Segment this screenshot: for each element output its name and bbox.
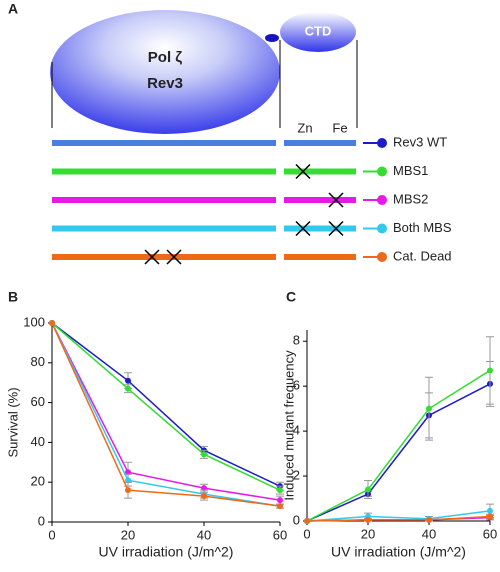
y-tick-label: 40 <box>31 434 45 449</box>
series-line <box>51 322 281 507</box>
data-point <box>277 497 283 504</box>
x-tick-label: 0 <box>303 526 310 541</box>
y-tick-label: 2 <box>293 467 300 482</box>
panel-label: C <box>286 289 296 305</box>
legend-marker <box>377 138 387 148</box>
legend-marker <box>377 223 387 234</box>
pol-zeta-domain <box>50 10 280 134</box>
data-point <box>426 516 432 523</box>
data-point <box>487 367 493 374</box>
x-tick-label: 20 <box>121 527 135 542</box>
y-axis-label: Induced mutant frequency <box>281 350 296 501</box>
x-tick-label: 0 <box>48 527 55 542</box>
mutation-cross <box>295 220 311 237</box>
legend-label: Both MBS <box>393 220 452 235</box>
domain-name: Pol ζ <box>148 49 183 66</box>
series-line <box>51 322 281 491</box>
data-point <box>365 486 371 493</box>
legend-marker <box>377 195 387 205</box>
series-line <box>306 515 491 522</box>
x-axis-label: UV irradiation (J/m^2) <box>331 544 466 560</box>
ctd-label: CTD <box>305 23 332 38</box>
panel-label: A <box>8 1 18 17</box>
series-line <box>306 510 491 522</box>
x-axis-label: UV irradiation (J/m^2) <box>99 544 234 560</box>
fe-label: Fe <box>332 120 347 135</box>
zn-label: Zn <box>297 120 312 135</box>
data-point <box>201 493 207 500</box>
y-tick-label: 80 <box>31 354 45 369</box>
mutation-cross <box>328 192 344 208</box>
legend-label: MBS1 <box>393 163 428 178</box>
legend-marker <box>377 252 387 262</box>
series-line <box>51 322 281 487</box>
data-point <box>125 385 131 392</box>
linker <box>265 34 279 42</box>
panel-label: B <box>8 289 18 305</box>
y-tick-label: 0 <box>38 513 45 528</box>
x-tick-label: 60 <box>483 526 497 541</box>
protein-name: Rev3 <box>147 75 183 92</box>
series-line <box>51 322 281 507</box>
data-point <box>201 451 207 458</box>
data-point <box>277 503 283 510</box>
legend-label: MBS2 <box>393 191 428 206</box>
x-tick-label: 60 <box>273 527 287 542</box>
y-tick-label: 6 <box>293 378 300 393</box>
data-point <box>487 507 493 514</box>
data-point <box>49 320 55 326</box>
y-tick-label: 8 <box>293 333 300 348</box>
mutation-cross <box>144 249 160 265</box>
legend-marker <box>377 166 387 177</box>
data-point <box>487 513 493 520</box>
x-tick-label: 40 <box>197 527 211 542</box>
legend-label: Rev3 WT <box>393 134 447 149</box>
mutation-cross <box>166 249 182 265</box>
data-point <box>125 487 131 494</box>
mutation-cross <box>328 220 344 237</box>
data-point <box>125 377 131 384</box>
y-tick-label: 100 <box>23 314 45 329</box>
data-point <box>304 518 310 524</box>
y-tick-label: 0 <box>293 512 300 527</box>
y-tick-label: 20 <box>31 474 45 489</box>
series-line <box>306 383 491 522</box>
x-tick-label: 20 <box>361 526 375 541</box>
ctd-domain <box>280 12 356 52</box>
y-tick-label: 4 <box>293 423 300 438</box>
x-tick-label: 40 <box>422 526 436 541</box>
series-line <box>51 322 281 501</box>
data-point <box>365 516 371 523</box>
mutation-cross <box>295 163 311 180</box>
data-point <box>426 405 432 412</box>
legend-label: Cat. Dead <box>393 248 452 263</box>
data-point <box>277 487 283 494</box>
series-line <box>306 369 491 522</box>
y-axis-label: Survival (%) <box>5 387 20 457</box>
y-tick-label: 60 <box>31 394 45 409</box>
